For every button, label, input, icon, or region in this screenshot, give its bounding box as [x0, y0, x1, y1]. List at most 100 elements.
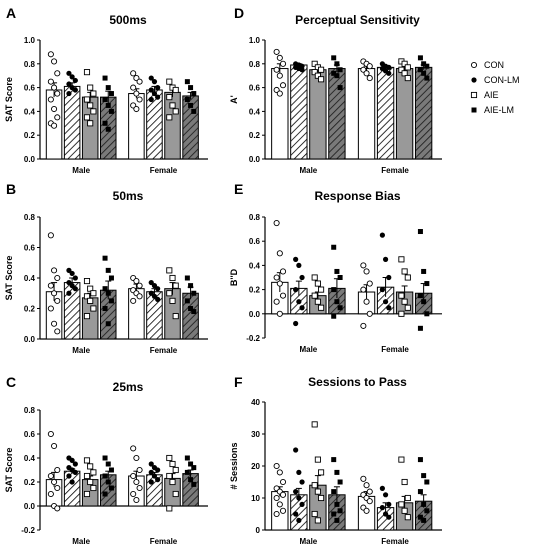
data-point	[279, 292, 287, 299]
bar	[63, 282, 81, 340]
data-point	[366, 63, 373, 70]
data-point	[69, 479, 75, 485]
legend-marker	[470, 61, 478, 69]
data-point	[54, 297, 61, 304]
data-point	[51, 122, 58, 129]
data-point	[102, 120, 108, 126]
data-point	[54, 328, 61, 335]
y-tick-label: 0.8	[24, 60, 36, 69]
data-point	[83, 96, 91, 103]
panel-title: Sessions to Pass	[308, 375, 407, 389]
y-tick-label: 0.8	[249, 60, 261, 69]
data-point	[47, 78, 54, 85]
legend: CON CON-LM AIE AIE-LM	[470, 60, 520, 115]
data-point	[47, 472, 54, 480]
y-tick-label: 30	[251, 430, 260, 439]
data-point	[108, 467, 114, 473]
y-tick-label: 0.6	[249, 237, 261, 246]
data-point	[273, 219, 280, 227]
data-point	[398, 256, 405, 263]
panel-title: Response Bias	[314, 189, 400, 203]
bar	[357, 68, 376, 160]
data-point	[105, 102, 111, 108]
data-point	[366, 280, 373, 287]
x-tick-label: Female	[381, 166, 409, 175]
panel-letter: A	[6, 5, 16, 21]
data-point	[273, 494, 280, 502]
data-point	[87, 478, 94, 486]
data-point	[337, 305, 343, 311]
data-point	[379, 505, 385, 511]
data-point	[382, 492, 389, 498]
legend-label: AIE	[484, 90, 499, 100]
x-tick-label: Male	[299, 166, 317, 175]
bar	[128, 93, 145, 160]
data-point	[108, 91, 114, 97]
y-tick-label: 20	[251, 462, 260, 471]
data-point	[398, 310, 405, 317]
data-point	[87, 102, 94, 109]
x-tick-label: Male	[72, 166, 90, 175]
data-point	[148, 479, 154, 485]
y-tick-label: 0.6	[24, 244, 36, 253]
y-tick-label: 0.2	[24, 131, 36, 140]
data-point	[334, 268, 340, 274]
panel-title: 500ms	[109, 13, 147, 27]
data-point	[276, 250, 283, 257]
data-point	[386, 274, 392, 281]
data-point	[293, 489, 299, 495]
data-point	[133, 277, 140, 285]
y-tick-label: 0.2	[249, 131, 261, 140]
y-axis-label: A'	[229, 95, 239, 104]
y-tick-label: 1.0	[249, 36, 261, 45]
data-point	[318, 66, 325, 73]
data-point	[331, 244, 337, 250]
data-point	[188, 85, 194, 91]
data-point	[133, 105, 140, 113]
data-point	[130, 472, 137, 480]
data-point	[363, 70, 370, 77]
data-point	[417, 489, 423, 495]
data-point	[363, 507, 370, 514]
data-point	[130, 70, 137, 77]
data-point	[299, 501, 305, 507]
legend-marker	[471, 107, 477, 113]
data-point	[188, 102, 194, 108]
panel-b: B 50ms SAT Score 0.0 0.2 0.4 0.6 0.8 Male Female	[4, 181, 208, 355]
data-point	[102, 473, 108, 479]
data-point	[172, 490, 179, 498]
data-point	[105, 479, 111, 485]
data-point	[314, 517, 321, 524]
x-tick-label: Male	[299, 537, 317, 546]
data-point	[424, 281, 430, 287]
data-point	[102, 491, 108, 497]
data-point	[155, 467, 161, 473]
data-point	[133, 454, 140, 462]
legend-label: AIE-LM	[484, 105, 514, 115]
x-tick-label: Female	[381, 537, 409, 546]
data-point	[424, 479, 430, 485]
data-point	[54, 274, 61, 282]
data-point	[360, 262, 367, 269]
data-point	[276, 280, 283, 287]
y-tick-label: -0.2	[21, 526, 35, 535]
data-point	[318, 76, 325, 83]
data-point	[136, 96, 143, 103]
data-point	[51, 290, 58, 297]
data-point	[108, 485, 114, 491]
data-point	[299, 274, 305, 281]
data-point	[184, 79, 190, 85]
data-point	[273, 510, 280, 518]
data-point	[166, 78, 173, 85]
data-point	[83, 278, 91, 285]
data-point	[130, 490, 137, 498]
legend-marker	[471, 77, 477, 83]
data-point	[401, 70, 408, 77]
y-tick-label: 0.4	[24, 274, 36, 283]
data-point	[166, 290, 173, 297]
data-point	[72, 77, 78, 84]
data-point	[151, 90, 158, 97]
y-tick-label: 40	[251, 398, 260, 407]
data-point	[276, 72, 283, 79]
data-point	[314, 456, 321, 463]
